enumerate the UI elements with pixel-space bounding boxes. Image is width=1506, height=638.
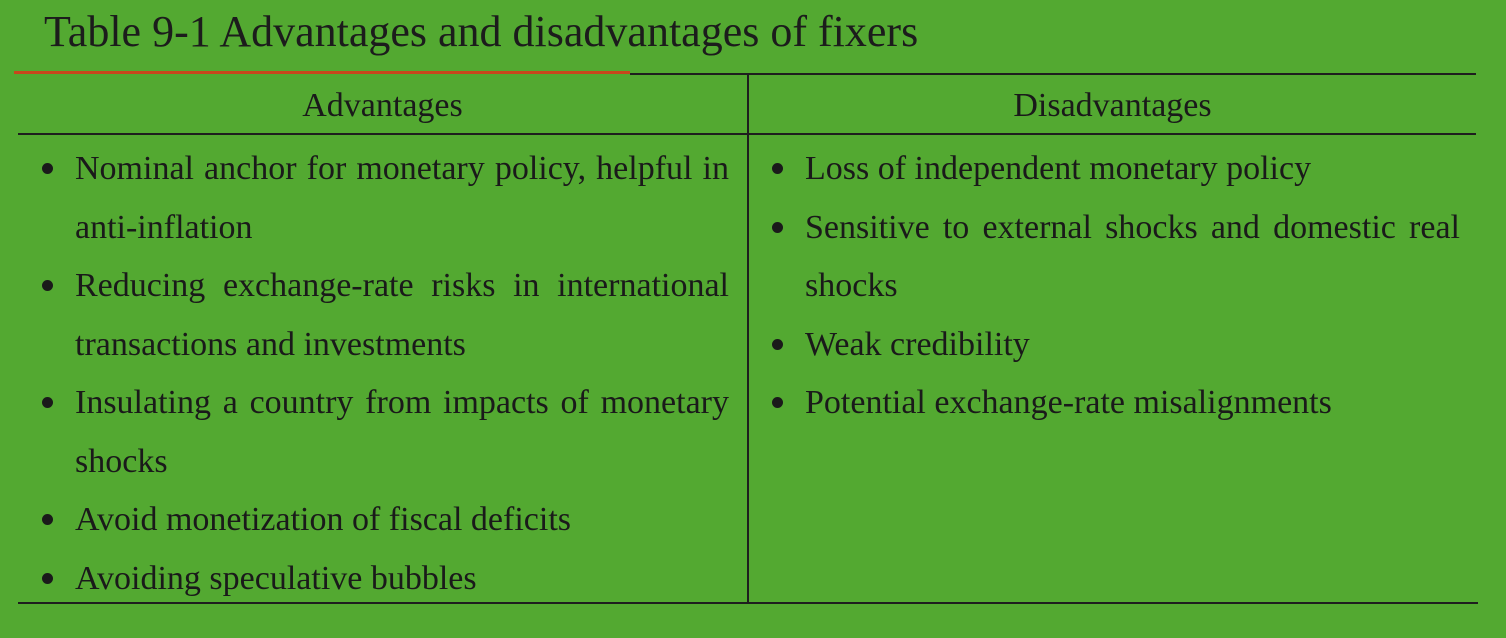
column-divider: [747, 74, 749, 604]
disadvantage-item: Sensitive to external shocks and domesti…: [772, 199, 1460, 316]
bullet-icon: [772, 397, 783, 408]
disadvantage-text: Potential exchange-rate misalignments: [805, 384, 1332, 421]
title-underline: [14, 71, 630, 74]
advantage-item: Reducing exchange-rate risks in internat…: [42, 257, 729, 374]
disadvantage-text: Weak credibility: [805, 325, 1030, 363]
bullet-icon: [772, 163, 783, 174]
bullet-icon: [42, 514, 53, 525]
table-top-rule: [630, 73, 1476, 75]
disadvantage-text: Sensitive to external shocks and domesti…: [805, 208, 1460, 305]
bullet-icon: [772, 221, 783, 233]
disadvantages-header: Disadvantages: [1013, 87, 1212, 124]
disadvantage-item: Potential exchange-rate misalignments: [772, 374, 1460, 433]
disadvantage-item: Loss of independent monetary policy: [772, 140, 1460, 199]
bullet-icon: [42, 280, 53, 291]
bullet-icon: [42, 163, 53, 174]
advantage-item: Nominal anchor for monetary policy, help…: [42, 140, 729, 257]
advantage-text: Insulating a country from impacts of mon…: [75, 384, 729, 480]
advantage-text: Nominal anchor for monetary policy, help…: [75, 150, 729, 246]
advantages-list: Nominal anchor for monetary policy, help…: [42, 140, 729, 608]
table-title: Table 9-1 Advantages and disadvantages o…: [44, 7, 919, 56]
advantage-item: Insulating a country from impacts of mon…: [42, 374, 729, 491]
bullet-icon: [42, 572, 53, 584]
bullet-icon: [42, 397, 53, 408]
advantage-item: Avoid monetization of fiscal deficits: [42, 491, 729, 550]
advantage-text: Avoiding speculative bubbles: [75, 559, 477, 597]
disadvantages-list: Loss of independent monetary policy Sens…: [772, 140, 1460, 433]
advantage-text: Reducing exchange-rate risks in internat…: [75, 267, 729, 363]
disadvantage-item: Weak credibility: [772, 316, 1460, 375]
disadvantage-text: Loss of independent monetary policy: [805, 150, 1312, 187]
bullet-icon: [772, 338, 783, 350]
advantage-item: Avoiding speculative bubbles: [42, 550, 729, 609]
advantage-text: Avoid monetization of fiscal deficits: [75, 501, 572, 538]
advantages-header: Advantages: [302, 87, 463, 124]
